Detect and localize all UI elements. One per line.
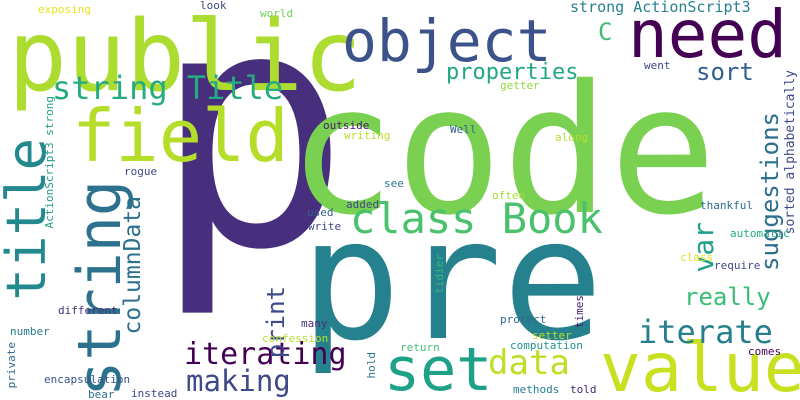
word-sort: sort xyxy=(696,58,754,86)
word-automatic: automatic xyxy=(730,227,790,240)
word-columndata: columnData xyxy=(120,196,146,335)
word-actionscript3-strong: ActionScript3 strong xyxy=(43,96,56,229)
word-suggestions: suggestions xyxy=(756,112,784,271)
word-along: along xyxy=(555,131,589,144)
word-used: used xyxy=(307,206,334,219)
word-iterate: iterate xyxy=(638,313,773,351)
word-object: object xyxy=(342,7,552,75)
word-require: require xyxy=(714,259,761,272)
word-instead: instead xyxy=(131,387,178,400)
word-look: look xyxy=(200,0,227,12)
word-code: code xyxy=(288,47,717,254)
word-well: Well xyxy=(450,123,477,136)
word-often: often xyxy=(492,189,526,202)
word-p: p xyxy=(152,0,351,322)
word-computation: computation xyxy=(510,339,583,352)
word-really: really xyxy=(684,283,771,311)
word-different: different xyxy=(58,304,118,317)
word-thankful: thankful xyxy=(700,199,753,212)
word-added: added xyxy=(346,198,380,211)
word-class-small: class xyxy=(680,251,714,264)
word-went: went xyxy=(644,59,671,72)
word-hold: hold xyxy=(365,352,378,379)
word-set: set xyxy=(384,335,493,400)
word-making: making xyxy=(186,364,291,398)
word-need: need xyxy=(628,0,787,73)
word-see: see xyxy=(384,177,404,190)
word-comes: comes xyxy=(748,345,782,358)
word-rogue: rogue xyxy=(124,165,158,178)
word-tidier: tidier xyxy=(433,254,446,294)
word-setter: setter xyxy=(532,329,572,342)
word-sorted-alphabetically: sorted alphabetically xyxy=(783,70,798,235)
word-properties: properties xyxy=(446,60,579,85)
word-class-book: class Book xyxy=(350,194,603,243)
word-outside: outside xyxy=(323,119,370,132)
word-iterating: iterating xyxy=(184,337,347,372)
word-public: public xyxy=(8,0,363,114)
word-writing: writing xyxy=(344,129,391,142)
word-told: told xyxy=(570,383,597,396)
word-methods: methods xyxy=(513,383,560,396)
word-data: data xyxy=(488,343,570,383)
word-field: field xyxy=(72,94,289,178)
word-pre: pre xyxy=(300,182,604,378)
word-value: value xyxy=(600,329,800,400)
word-return: return xyxy=(400,341,440,354)
word-exposing: exposing xyxy=(38,3,91,16)
word-encapsulation: encapsulation xyxy=(44,373,131,386)
word-many: many xyxy=(301,317,328,330)
word-strong-as3-top: strong ActionScript3 xyxy=(570,0,751,16)
word-confession: confession xyxy=(262,332,329,345)
word-string-title: string Title xyxy=(52,69,284,107)
word-getter: getter xyxy=(500,79,540,92)
word-protect: protect xyxy=(500,313,547,326)
word-number: number xyxy=(10,325,50,338)
word-print: print xyxy=(262,286,290,359)
word-write: write xyxy=(308,220,342,233)
word-c: C xyxy=(598,18,613,46)
word-private: private xyxy=(5,342,18,389)
word-times: times xyxy=(573,295,586,329)
word-world: world xyxy=(260,7,294,20)
word-bear: bear xyxy=(88,388,115,400)
